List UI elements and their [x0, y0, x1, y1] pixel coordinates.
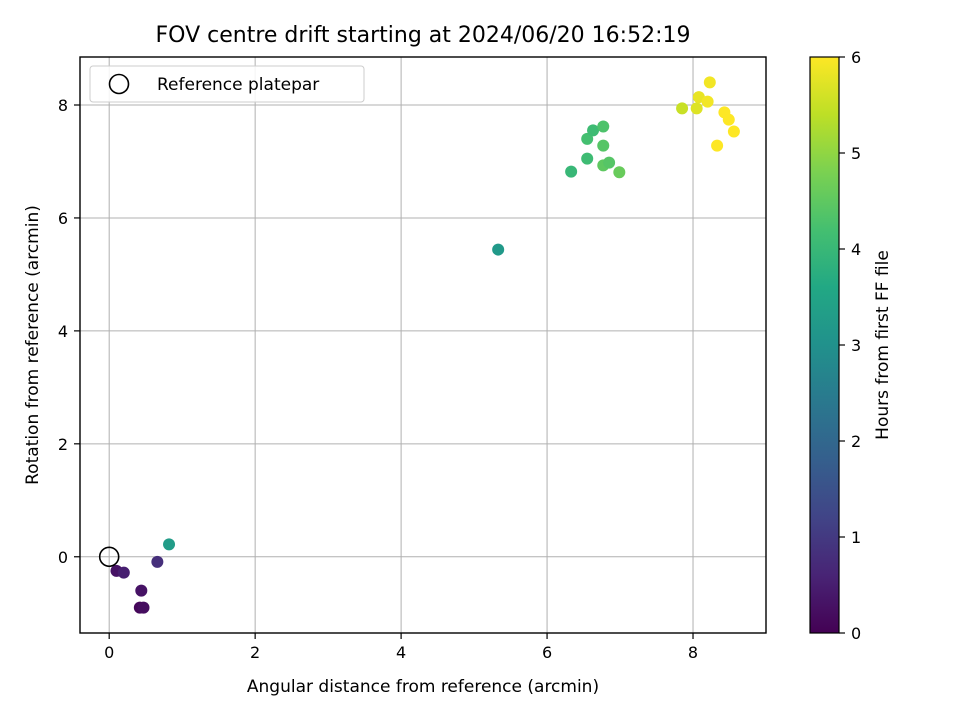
- legend-label-reference: Reference platepar: [157, 75, 319, 95]
- y-axis-ticks: 0 2 4 6 8: [58, 96, 80, 567]
- data-point: [581, 132, 594, 145]
- colorbar-label: Hours from first FF file: [873, 250, 893, 440]
- colorbar-tick-label: 4: [851, 240, 861, 259]
- legend-marker-reference: [108, 73, 130, 95]
- colorbar-tick-label: 3: [851, 336, 861, 355]
- data-point: [603, 156, 616, 169]
- y-tick-label: 0: [58, 548, 68, 567]
- data-point: [117, 566, 130, 579]
- y-axis-label: Rotation from reference (arcmin): [23, 205, 43, 485]
- colorbar: 0 1 2 3 4 5 6 Hours from first FF file: [809, 48, 893, 643]
- data-point: [727, 125, 740, 138]
- legend-box: [89, 65, 365, 103]
- data-point: [701, 95, 714, 108]
- data-point: [703, 76, 716, 89]
- colorbar-tick-label: 5: [851, 144, 861, 163]
- x-tick-label: 2: [250, 643, 260, 662]
- data-point: [587, 124, 600, 137]
- x-tick-label: 0: [104, 643, 114, 662]
- data-point: [565, 165, 578, 178]
- reference-platepar-marker: [98, 546, 120, 568]
- data-point: [690, 102, 703, 115]
- data-point: [151, 555, 164, 568]
- data-point: [613, 166, 626, 179]
- data-point: [581, 152, 594, 165]
- y-tick-label: 4: [58, 322, 68, 341]
- x-tick-label: 8: [688, 643, 698, 662]
- y-tick-label: 6: [58, 209, 68, 228]
- colorbar-tick-label: 2: [851, 432, 861, 451]
- plot-area-frame: [79, 56, 767, 634]
- data-points: [110, 76, 740, 614]
- data-point: [137, 601, 150, 614]
- x-axis-label: Angular distance from reference (arcmin): [247, 677, 599, 697]
- colorbar-tick-label: 0: [851, 624, 861, 643]
- grid-lines: [80, 57, 766, 633]
- y-tick-label: 2: [58, 435, 68, 454]
- data-point: [722, 113, 735, 126]
- x-tick-label: 4: [396, 643, 406, 662]
- data-point: [597, 139, 610, 152]
- colorbar-tick-label: 6: [851, 48, 861, 67]
- colorbar-tick-label: 1: [851, 528, 861, 547]
- data-point: [676, 102, 689, 115]
- data-point: [597, 120, 610, 133]
- x-axis-ticks: 0 2 4 6 8: [104, 633, 698, 662]
- colorbar-gradient: [809, 56, 840, 634]
- data-point: [135, 584, 148, 597]
- x-tick-label: 6: [542, 643, 552, 662]
- data-point: [492, 243, 505, 256]
- y-tick-label: 8: [58, 96, 68, 115]
- legend: Reference platepar: [89, 65, 365, 103]
- colorbar-ticks: 0 1 2 3 4 5 6: [839, 48, 861, 643]
- data-point: [163, 538, 176, 551]
- chart-title: FOV centre drift starting at 2024/06/20 …: [156, 23, 691, 48]
- data-point: [711, 139, 724, 152]
